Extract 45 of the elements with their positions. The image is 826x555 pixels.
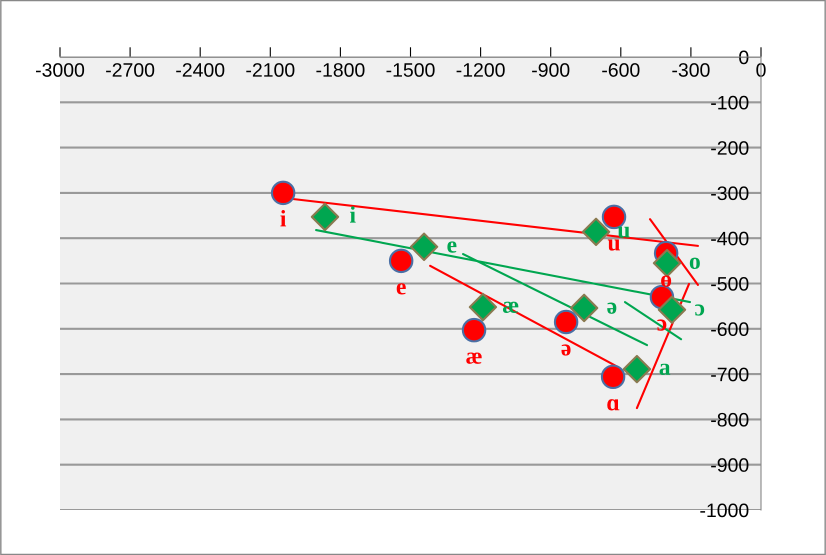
data-label: i (350, 206, 356, 223)
y-tick-label: -200 (711, 141, 748, 155)
y-tick-label: -500 (711, 276, 748, 291)
y-tick-label: -100 (711, 96, 748, 110)
data-label: i (280, 210, 286, 226)
point (468, 292, 498, 322)
x-tick-label: -3000 (36, 63, 84, 77)
data-label: e (396, 283, 406, 295)
point (410, 232, 438, 262)
point (388, 248, 414, 274)
data-label: ə (561, 344, 571, 356)
data-label: o (690, 258, 700, 270)
point (270, 180, 296, 206)
data-label: ɑ (607, 399, 620, 411)
point (600, 364, 626, 390)
point (554, 310, 578, 334)
y-tick-label: -900 (711, 458, 748, 472)
x-tick-label: -1200 (456, 63, 505, 77)
x-tick-label: -1800 (316, 63, 365, 77)
point (652, 248, 682, 278)
point (310, 202, 340, 232)
data-label: æ (466, 352, 482, 364)
x-tick-label: -2100 (246, 63, 294, 77)
x-tick-label: -600 (602, 63, 640, 77)
y-tick-label: -400 (711, 232, 748, 246)
x-tick-label: -2700 (106, 63, 154, 77)
point (570, 294, 598, 322)
y-tick-label: -700 (711, 368, 748, 382)
x-tick-label: -1500 (386, 63, 435, 77)
data-label: a (660, 364, 670, 376)
data-label: ɵ (661, 275, 672, 287)
data-label: ə (607, 302, 616, 314)
data-label: ɔ (695, 304, 704, 316)
x-tick-label: -2400 (176, 63, 224, 77)
y-tick-label: -600 (711, 322, 748, 336)
point (462, 318, 486, 342)
y-tick-label: -300 (711, 186, 748, 200)
data-label: u (608, 240, 620, 251)
x-tick-label: -300 (672, 63, 710, 77)
y-tick-label: -800 (711, 412, 748, 427)
data-label: u (618, 226, 630, 238)
point (622, 354, 652, 384)
data-label: e (447, 241, 456, 253)
x-tick-label: -900 (532, 63, 570, 77)
y-tick-label: -1000 (700, 503, 748, 518)
